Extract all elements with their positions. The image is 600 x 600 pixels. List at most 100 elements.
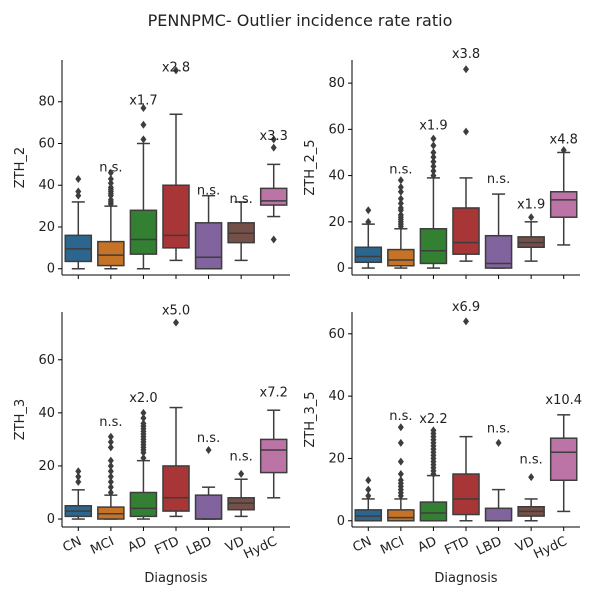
annotation-label: x3.3 [260,129,288,144]
outlier-point [430,148,437,157]
outlier-point [528,213,535,222]
y-tick-label: 20 [38,220,55,235]
box-FTD [162,66,190,262]
outlier-point [205,446,212,455]
box-body [452,207,480,255]
annotation-label: n.s. [389,409,412,424]
box-VD [517,213,545,262]
outlier-point [140,419,147,428]
box-body [354,509,383,522]
outlier-point [107,183,114,192]
outlier-point [397,210,404,219]
box-AD [129,104,158,270]
outlier-point [397,457,404,466]
y-tick-label: 60 [38,353,55,368]
annotation-label: x10.4 [545,393,582,408]
outlier-point [430,171,437,180]
box-body [549,191,578,218]
box-VD [227,201,255,262]
box-body [162,465,190,512]
box-HydC [549,414,578,513]
outlier-point [430,162,437,171]
outlier-point [107,477,114,486]
y-tick-label: 60 [38,136,55,151]
outlier-point [107,467,114,476]
box-FTD [452,65,480,262]
y-axis-label: ZTH_3 [13,399,28,440]
outlier-point [463,317,469,326]
box-body [549,437,578,482]
y-tick-label: 20 [328,215,345,230]
annotation-label: n.s. [230,449,253,464]
box-VD [227,469,255,518]
box-AD [129,408,158,520]
annotation-label: x7.2 [260,386,288,401]
outlier-point [107,168,114,177]
outlier-point [238,469,245,478]
figure-title: PENNPMC- Outlier incidence rate ratio [148,11,453,30]
outlier-point [397,187,404,196]
outlier-point [107,195,114,204]
y-tick-label: 0 [47,262,55,277]
x-tick-label: FTD [153,534,182,558]
outlier-point [365,491,372,500]
x-tick-label: LBD [474,534,504,559]
annotation-label: x4.8 [550,133,578,148]
outlier-point [75,477,82,486]
outlier-point [397,203,404,212]
box-body [387,509,415,522]
outlier-point [430,426,437,435]
x-axis-label: Diagnosis [144,571,207,586]
annotation-label: x5.0 [162,303,190,318]
y-tick-label: 80 [328,76,345,91]
outlier-point [75,467,82,476]
box-body [259,187,288,206]
box-HydC [259,135,288,244]
box-body [97,240,125,267]
y-tick-label: 0 [337,261,345,276]
x-tick-label: MCI [88,534,116,558]
x-tick-label: VD [513,534,536,556]
box-MCI [97,168,125,270]
box-body [484,234,513,269]
box-CN [354,206,383,269]
box-body [354,246,383,264]
y-tick-label: 20 [38,459,55,474]
outlier-point [107,438,114,447]
outlier-point [430,166,437,175]
outlier-point [140,104,147,113]
outlier-point [528,473,535,482]
outlier-point [107,488,114,497]
outlier-point [397,176,404,185]
y-tick-label: 0 [47,512,55,527]
box-body [162,184,190,249]
outlier-point [365,476,372,485]
outlier-point [463,65,469,74]
box-AD [419,134,448,269]
outlier-point [495,438,502,447]
y-tick-label: 40 [328,389,345,404]
annotation-label: n.s. [520,452,543,467]
x-tick-label: CN [351,534,374,556]
y-axis-label: ZTH_3_5 [303,391,318,447]
annotation-label: n.s. [197,431,220,446]
y-axis-label: ZTH_2_5 [303,139,318,195]
x-tick-label: CN [61,534,84,556]
box-body [194,494,223,520]
outlier-point [397,183,404,192]
annotation-label: n.s. [197,183,220,198]
box-LBD [194,446,223,520]
annotation-label: x2.0 [129,391,157,406]
panel-2: 0 20 40 60 80 ZTH_2_5 n.s. x1.9 x3.8 n.s. x1.9 x4.8 [303,47,580,279]
outlier-point [430,141,437,150]
outlier-point [397,199,404,208]
box-LBD [484,438,513,522]
annotation-label: n.s. [487,421,510,436]
y-tick-label: 80 [38,95,55,110]
box-LBD [484,193,513,269]
x-tick-label: HydC [532,534,570,562]
box-AD [419,426,448,522]
x-tick-label: MCI [378,534,406,558]
